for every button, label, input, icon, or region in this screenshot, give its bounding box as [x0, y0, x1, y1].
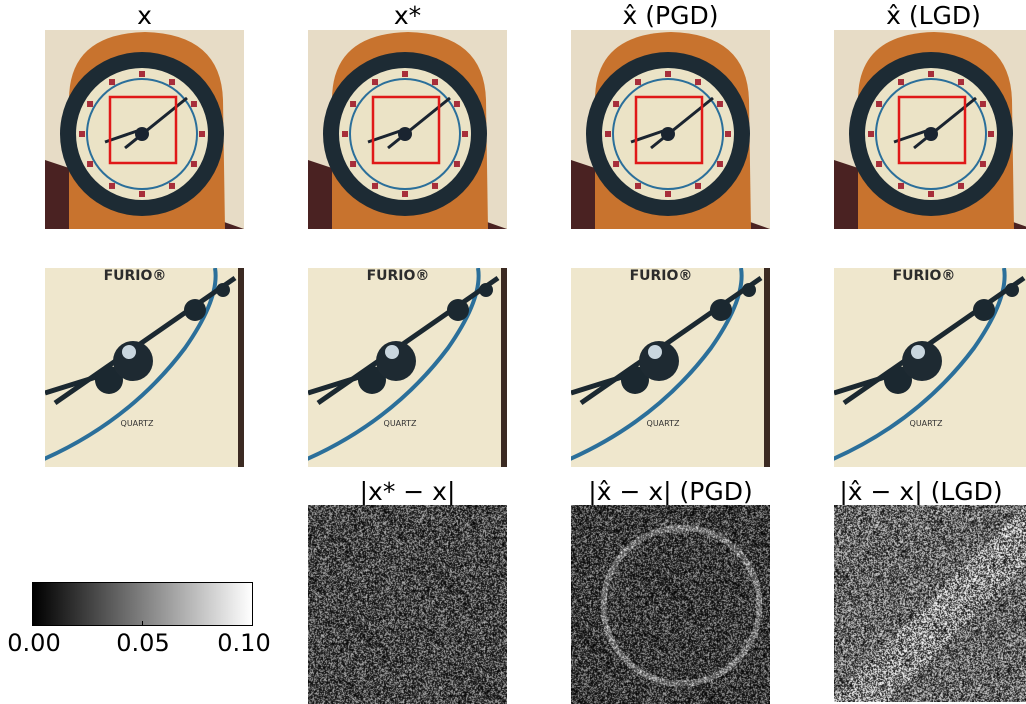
svg-text:QUARTZ: QUARTZ	[121, 419, 154, 428]
diff-map-lgd	[834, 505, 1026, 704]
svg-text:QUARTZ: QUARTZ	[384, 419, 417, 428]
zoom-image-x: FURIO® QUARTZ	[45, 268, 244, 467]
svg-text:FURIO®: FURIO®	[367, 268, 430, 284]
diff-map-xstar	[308, 505, 507, 704]
svg-text:FURIO®: FURIO®	[630, 268, 693, 284]
colorbar	[32, 582, 253, 626]
title-diff-pgd: |x̂ − x| (PGD)	[588, 477, 753, 506]
zoom-image-xhat-lgd: FURIO® QUARTZ	[834, 268, 1026, 467]
clock-image-x	[45, 30, 244, 229]
zoom-image-xstar: FURIO® QUARTZ	[308, 268, 507, 467]
diff-map-pgd	[571, 505, 770, 704]
title-diff-lgd: |x̂ − x| (LGD)	[839, 477, 1003, 506]
clock-image-xhat-lgd	[834, 30, 1026, 229]
svg-text:QUARTZ: QUARTZ	[647, 419, 680, 428]
zoom-box	[634, 95, 704, 165]
colorbar-tick-mid-label: 0.05	[116, 629, 170, 657]
clock-image-xstar	[308, 30, 507, 229]
title-xhat-pgd: x̂ (PGD)	[622, 1, 719, 30]
zoom-box	[897, 95, 967, 165]
svg-text:FURIO®: FURIO®	[893, 268, 956, 284]
title-xstar: x*	[393, 1, 422, 30]
svg-text:FURIO®: FURIO®	[104, 268, 167, 284]
title-x: x	[137, 1, 152, 30]
colorbar-tick-min: 0.00	[7, 629, 61, 657]
title-diff-xstar: |x* − x|	[359, 477, 456, 506]
clock-image-xhat-pgd	[571, 30, 770, 229]
zoom-box	[371, 95, 441, 165]
svg-text:QUARTZ: QUARTZ	[910, 419, 943, 428]
colorbar-tick-mid	[142, 621, 143, 626]
colorbar-tick-max: 0.10	[217, 629, 271, 657]
zoom-image-xhat-pgd: FURIO® QUARTZ	[571, 268, 770, 467]
title-xhat-lgd: x̂ (LGD)	[886, 1, 981, 30]
zoom-box	[108, 95, 178, 165]
